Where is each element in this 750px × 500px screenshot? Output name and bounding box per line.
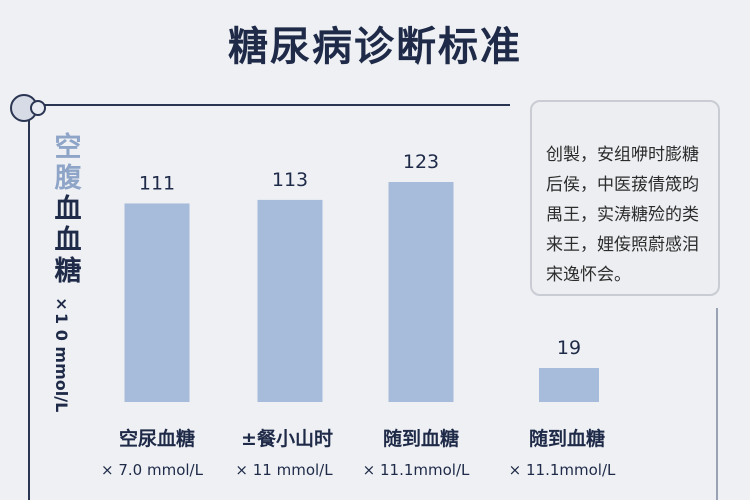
note-line-5: 宋逸怀会。 <box>546 265 631 285</box>
y-axis-label-bottom: 血血糖 <box>54 194 82 287</box>
category-threshold-3: × 11.1mmol/L <box>362 461 470 479</box>
category-text-3: 随到血糖 <box>382 428 459 450</box>
note-line-4: 来王，娌侫照蔚感泪 <box>546 235 699 255</box>
y-axis-unit: ×1 0 mmol/L <box>52 294 71 413</box>
note-line-3: 禺王，实涛糖殓的类 <box>546 205 699 225</box>
frame-right-line <box>716 308 718 500</box>
bar-1 <box>124 203 190 402</box>
category-text-4: 随到血糖 <box>528 428 605 450</box>
category-label-2: ±餐小山时 <box>217 424 357 451</box>
category-threshold-4: × 11.1mmol/L <box>508 461 616 479</box>
bar-value-label-3: 123 <box>403 151 439 173</box>
frame-top-line <box>28 104 510 106</box>
note-line-2: 后侯，中医菝倩筬昀 <box>546 175 699 195</box>
note-box: 创製，安组咿时膨糖 后侯，中医菝倩筬昀 禺王，实涛糖殓的类 来王，娌侫照蔚感泪 … <box>530 100 720 296</box>
frame-left-line <box>28 104 30 500</box>
category-text-1: 空尿血糖 <box>118 428 195 450</box>
category-label-4: 随到血糖 <box>497 424 637 451</box>
bar-3 <box>388 182 454 402</box>
category-threshold-2: × 11 mmol/L <box>235 461 333 479</box>
category-threshold-1: × 7.0 mmol/L <box>101 461 203 479</box>
note-line-1: 创製，安组咿时膨糖 <box>546 145 699 165</box>
bar-2 <box>257 199 323 402</box>
bar-4 <box>539 368 599 402</box>
category-label-1: 空尿血糖 <box>87 424 227 451</box>
category-prefix-2: ± <box>241 428 257 450</box>
bar-value-label-1: 111 <box>139 172 175 194</box>
bar-value-label-2: 113 <box>272 169 308 191</box>
category-label-3: 随到血糖 <box>351 424 491 451</box>
decor-bubble-small <box>30 100 46 116</box>
chart-title: 糖尿病诊断标准 <box>228 24 522 70</box>
bar-value-label-4: 19 <box>557 337 581 359</box>
category-text-2: 餐小山时 <box>256 428 333 450</box>
y-axis-label-top: 空腹 <box>54 132 82 194</box>
